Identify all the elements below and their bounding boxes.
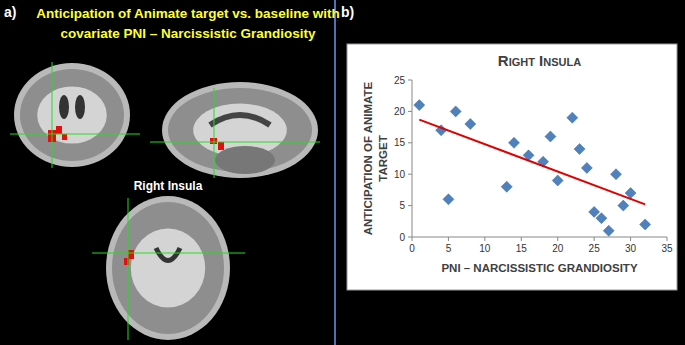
x-tick [667, 237, 668, 241]
activation [218, 142, 224, 150]
x-tick [484, 237, 485, 241]
activation [56, 126, 62, 134]
data-point [465, 118, 476, 129]
x-tick-label: 15 [516, 243, 528, 254]
cortex [112, 202, 224, 334]
x-tick-label: 10 [479, 243, 491, 254]
data-point [552, 175, 563, 186]
crosshair [150, 142, 320, 143]
x-tick [557, 237, 558, 241]
data-point [603, 225, 614, 236]
y-tick-label: 15 [394, 137, 406, 148]
data-point [509, 137, 520, 148]
brain-outline [162, 82, 318, 178]
y-tick [408, 80, 412, 81]
data-point [589, 206, 600, 217]
plot-area [414, 100, 651, 237]
cortex [20, 69, 124, 161]
brain-outline [106, 196, 230, 340]
crosshair [128, 198, 129, 340]
y-tick-label: 0 [399, 232, 405, 243]
x-tick-label: 35 [661, 243, 673, 254]
trend-line [419, 120, 645, 205]
crosshair [92, 253, 245, 254]
data-point [414, 100, 425, 111]
x-tick [448, 237, 449, 241]
y-tick-label: 10 [394, 169, 406, 180]
x-tick-label: 30 [625, 243, 637, 254]
data-point [574, 144, 585, 155]
x-tick [594, 237, 595, 241]
ventricle [75, 95, 85, 119]
x-tick [630, 237, 631, 241]
crosshair [10, 134, 140, 135]
x-tick-label: 20 [552, 243, 564, 254]
y-tick [408, 237, 412, 238]
x-axis-label: PNI – NARCISSISTIC GRANDIOSITY [441, 262, 637, 274]
data-point [611, 169, 622, 180]
x-tick [521, 237, 522, 241]
chart-frame [347, 44, 677, 290]
y-axis [412, 80, 413, 237]
x-axis [412, 237, 667, 238]
data-point [596, 213, 607, 224]
data-point [501, 181, 512, 192]
activation [62, 134, 67, 140]
crosshair [52, 62, 53, 168]
panel-label: a) [4, 4, 16, 20]
brain-slice [162, 82, 318, 178]
ventricle [59, 95, 69, 119]
x-tick-label: 5 [446, 243, 452, 254]
y-axis-label-line: ANTICIPATION OF ANIMATE [362, 81, 374, 235]
region-label: Right Insula [134, 179, 203, 193]
y-tick-label: 25 [394, 75, 406, 86]
cerebellum [215, 146, 275, 174]
panel-label: b) [341, 4, 354, 20]
brain-slice [14, 63, 130, 167]
background [0, 0, 685, 345]
y-tick [408, 142, 412, 143]
corpus-callosum [210, 115, 270, 125]
data-point [443, 194, 454, 205]
panel-title: Anticipation of Animate target vs. basel… [36, 6, 339, 21]
ventricle [156, 248, 180, 261]
x-tick-label: 25 [589, 243, 601, 254]
divider [334, 0, 336, 345]
y-tick-label: 20 [394, 106, 406, 117]
data-point [618, 200, 629, 211]
data-point [640, 219, 651, 230]
y-tick-label: 5 [399, 200, 405, 211]
data-point [567, 112, 578, 123]
white-matter [131, 228, 205, 307]
chart-title: Right Insula [498, 52, 581, 69]
figure: a) Anticipation of Animate target vs. bas… [0, 0, 685, 345]
data-point [450, 106, 461, 117]
panel-title: covariate PNI – Narcissistic Grandiosity [60, 26, 316, 41]
y-tick [408, 174, 412, 175]
x-tick-label: 0 [409, 243, 415, 254]
data-point [581, 162, 592, 173]
white-matter [37, 86, 107, 143]
crosshair [214, 88, 215, 178]
activation [128, 250, 134, 259]
y-axis-label: ANTICIPATION OF ANIMATETARGET [362, 81, 389, 235]
brain-outline [14, 63, 130, 167]
y-axis-label-line: TARGET [377, 135, 389, 181]
y-tick [408, 111, 412, 112]
data-point [545, 131, 556, 142]
y-tick [408, 205, 412, 206]
brain-slice [106, 196, 230, 340]
x-tick [412, 237, 413, 241]
